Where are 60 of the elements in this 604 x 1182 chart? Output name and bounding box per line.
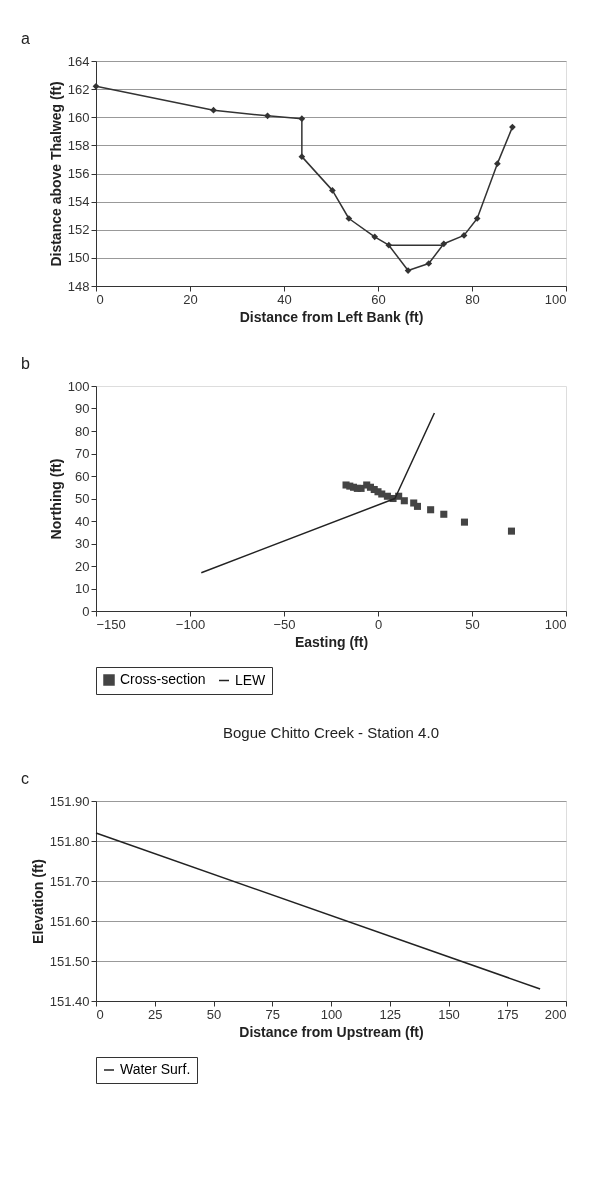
x-tick-label: 40 bbox=[277, 291, 292, 307]
x-axis-title: Easting (ft) bbox=[294, 633, 369, 650]
x-tick-label: 100 bbox=[544, 291, 567, 307]
x-tick-label: 80 bbox=[465, 291, 480, 307]
y-tick-label: 100 bbox=[67, 378, 90, 394]
x-tick-label: 25 bbox=[148, 1006, 163, 1022]
text: a bbox=[21, 30, 30, 47]
x-tick-label: 100 bbox=[320, 1006, 343, 1022]
x-axis-title: Distance from Upstream (ft) bbox=[239, 1023, 424, 1040]
y-tick-label: 0 bbox=[82, 603, 90, 619]
y-tick-label: 50 bbox=[75, 491, 90, 506]
y-tick-label: 80 bbox=[75, 423, 90, 439]
legend-label: Cross-section bbox=[120, 671, 206, 687]
y-axis-title: Elevation (ft) bbox=[29, 859, 46, 944]
y-tick-label: 151.90 bbox=[49, 793, 90, 809]
y-tick-label: 20 bbox=[75, 558, 90, 574]
y-tick-label: 156 bbox=[67, 166, 90, 181]
y-tick-label: 151.50 bbox=[49, 953, 90, 969]
x-tick-label: 100 bbox=[544, 616, 567, 632]
y-tick-label: 90 bbox=[75, 401, 90, 416]
x-tick-label: 0 bbox=[96, 1006, 104, 1022]
x-tick-label: −100 bbox=[175, 616, 206, 632]
x-tick-label: 50 bbox=[465, 616, 480, 632]
y-tick-label: 151.60 bbox=[49, 913, 90, 929]
y-tick-label: 148 bbox=[67, 278, 90, 294]
x-tick-label: −150 bbox=[96, 616, 126, 632]
x-tick-label: −50 bbox=[273, 616, 296, 632]
y-tick-label: 151.70 bbox=[49, 873, 90, 889]
x-tick-label: 0 bbox=[374, 616, 383, 632]
y-tick-label: 151.40 bbox=[49, 993, 90, 1009]
y-tick-label: 162 bbox=[67, 81, 90, 97]
x-tick-label: 75 bbox=[265, 1006, 280, 1022]
text: c bbox=[21, 770, 29, 787]
y-tick-label: 70 bbox=[75, 446, 90, 461]
chart-title: Bogue Chitto Creek - Station 4.0 bbox=[223, 724, 439, 741]
y-tick-label: 30 bbox=[75, 536, 90, 551]
x-tick-label: 60 bbox=[371, 291, 386, 307]
y-tick-label: 152 bbox=[67, 222, 90, 238]
x-tick-label: 50 bbox=[206, 1006, 222, 1022]
y-tick-label: 154 bbox=[67, 194, 90, 210]
y-tick-label: 10 bbox=[75, 581, 90, 596]
y-tick-label: 151.80 bbox=[49, 833, 90, 849]
y-tick-label: 60 bbox=[75, 468, 90, 484]
y-tick-label: 150 bbox=[67, 250, 90, 266]
y-tick-label: 160 bbox=[67, 109, 90, 125]
x-tick-label: 20 bbox=[183, 291, 198, 307]
y-axis-title: Northing (ft) bbox=[47, 458, 64, 540]
x-tick-label: 150 bbox=[438, 1006, 460, 1022]
x-axis-title: Distance from Left Bank (ft) bbox=[239, 308, 424, 325]
x-tick-label: 0 bbox=[96, 291, 104, 307]
x-tick-label: 175 bbox=[496, 1006, 519, 1022]
legend-label: LEW bbox=[235, 671, 267, 688]
x-tick-label: 125 bbox=[379, 1006, 402, 1022]
y-axis-title: Distance above Thalweg (ft) bbox=[47, 81, 64, 267]
legend-label: Water Surf. bbox=[120, 1061, 191, 1077]
y-tick-label: 164 bbox=[67, 53, 90, 69]
y-tick-label: 158 bbox=[67, 137, 90, 153]
x-tick-label: 200 bbox=[544, 1006, 567, 1022]
y-tick-label: 40 bbox=[75, 513, 90, 529]
text: b bbox=[21, 355, 30, 372]
